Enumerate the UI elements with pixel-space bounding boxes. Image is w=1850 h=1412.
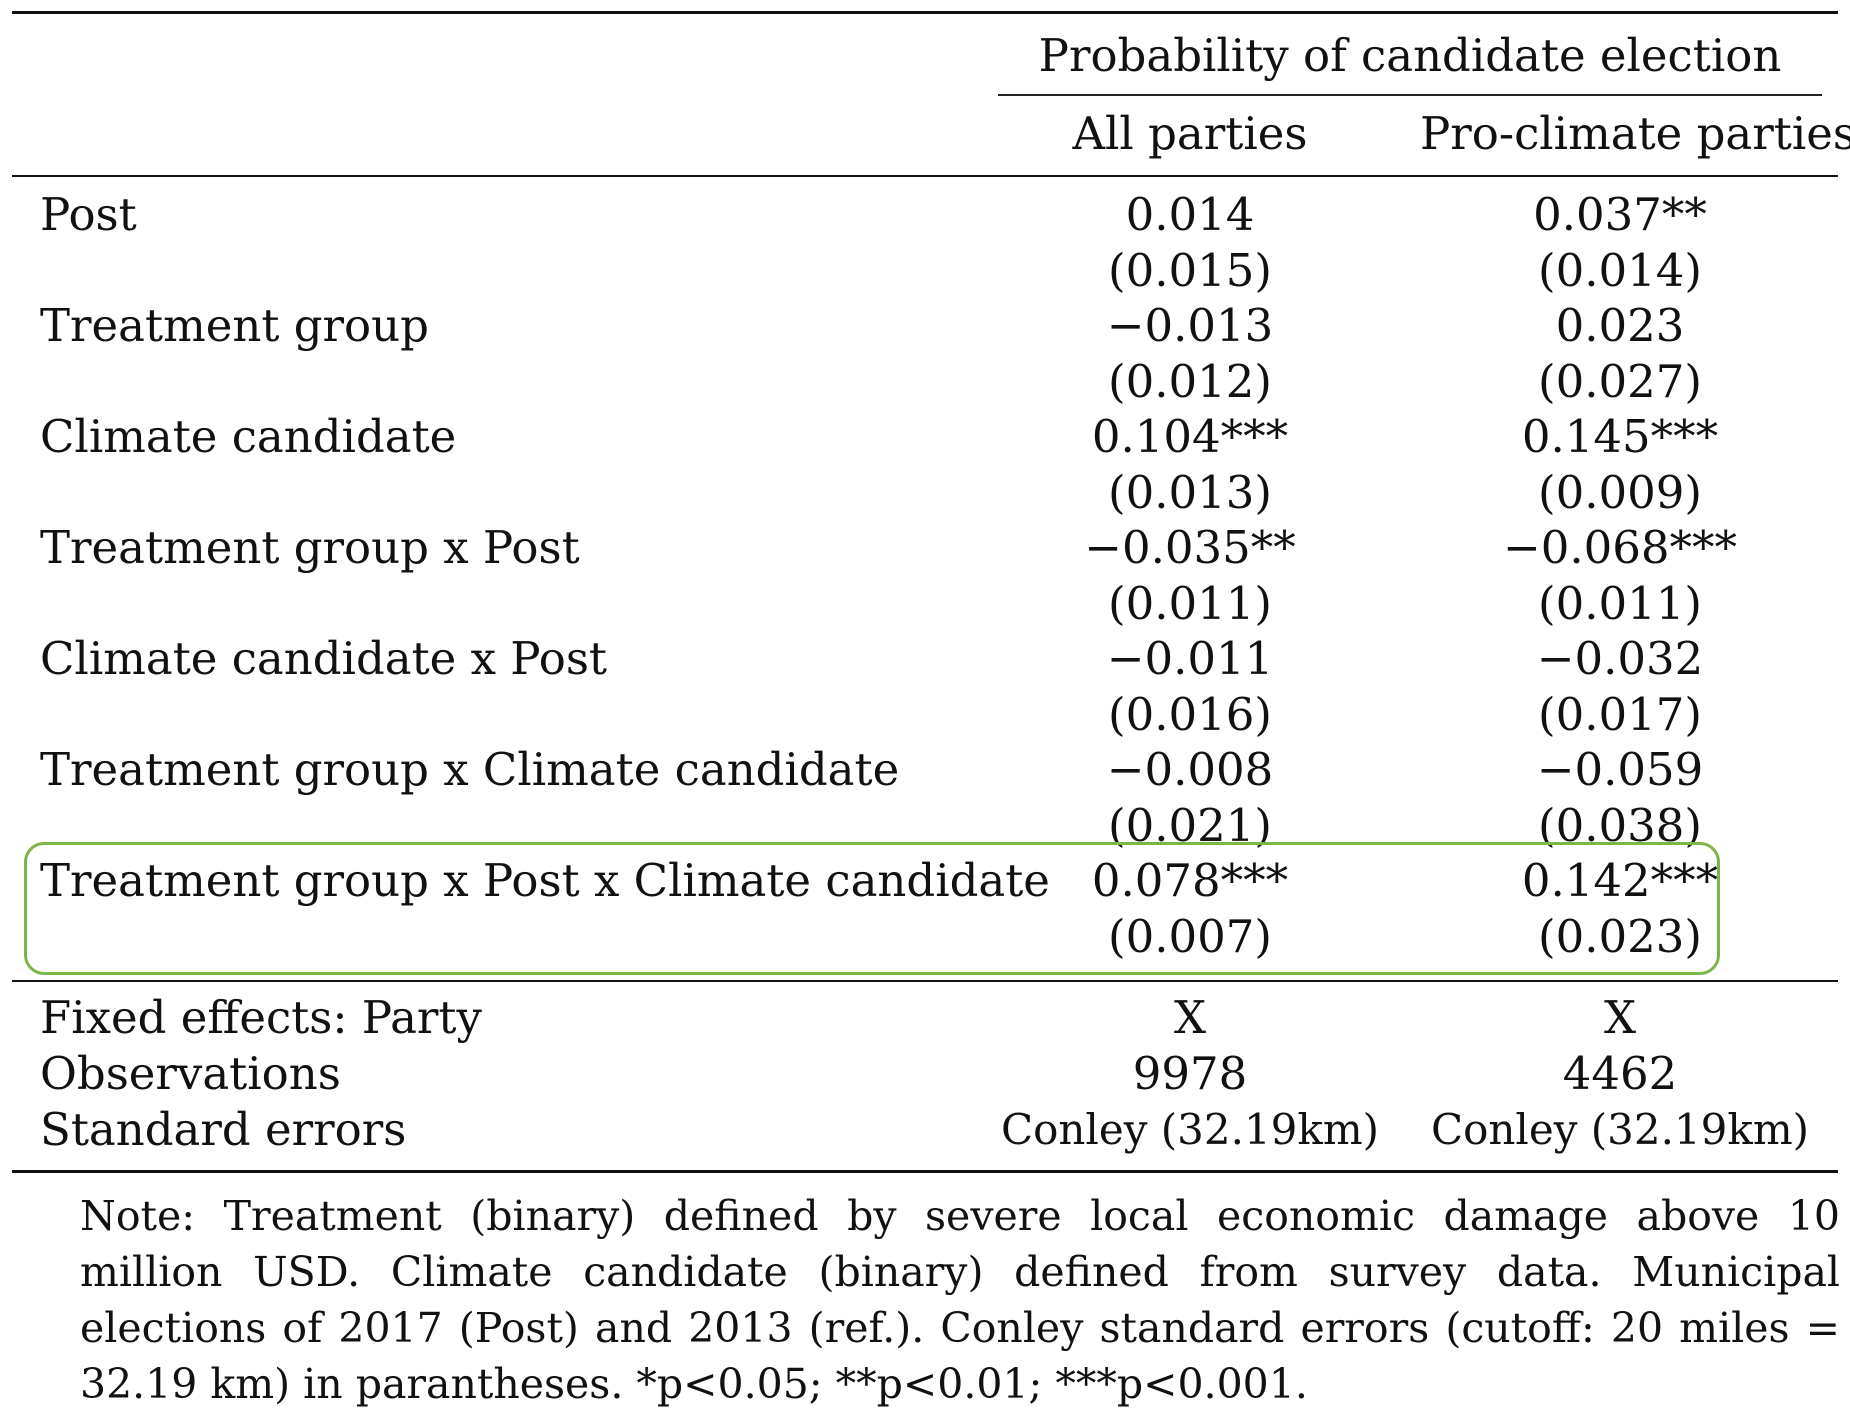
std-error: (0.027) (1538, 355, 1702, 408)
std-error: (0.016) (1108, 688, 1272, 741)
footer-value: Conley (32.19km) (1000, 1105, 1380, 1154)
coef-value: −0.068*** (1502, 521, 1738, 574)
row-label: Fixed effects: Party (40, 991, 482, 1044)
row-label: Climate candidate x Post (40, 632, 608, 685)
footer-value: X (1173, 991, 1207, 1044)
coef-value: 0.078*** (1091, 854, 1289, 907)
std-error: (0.007) (1108, 910, 1272, 963)
column-header-all-parties: All parties (1072, 107, 1308, 160)
coef-bottom-rule (12, 980, 1838, 982)
column-header-pro-climate: Pro-climate parties (1420, 107, 1850, 160)
coef-value: 0.037** (1533, 188, 1707, 241)
row-label: Treatment group (40, 299, 429, 352)
std-error: (0.012) (1108, 355, 1272, 408)
footer-value: 9978 (1132, 1047, 1248, 1100)
std-error: (0.015) (1108, 244, 1272, 297)
std-error: (0.017) (1538, 688, 1702, 741)
group-header: Probability of candidate election (1038, 29, 1782, 82)
row-label: Post (40, 188, 137, 241)
row-label: Treatment group x Climate candidate (40, 743, 900, 796)
coef-value: 0.104*** (1091, 410, 1289, 463)
table-note: Note: Treatment (binary) defined by seve… (80, 1192, 1840, 1408)
coef-value: −0.035** (1084, 521, 1296, 574)
row-label: Treatment group x Post (40, 521, 580, 574)
footer-value: X (1603, 991, 1637, 1044)
std-error: (0.011) (1108, 577, 1272, 630)
coef-value: 0.023 (1555, 299, 1685, 352)
std-error: (0.011) (1538, 577, 1702, 630)
std-error: (0.014) (1538, 244, 1702, 297)
row-label: Treatment group x Post x Climate candida… (40, 854, 1050, 907)
table-bottom-rule (12, 1170, 1838, 1173)
highlight-box (24, 842, 1720, 975)
coef-value: −0.032 (1536, 632, 1704, 685)
coef-value: −0.013 (1106, 299, 1274, 352)
std-error: (0.009) (1538, 466, 1702, 519)
row-label: Observations (40, 1047, 341, 1100)
footer-value: 4462 (1562, 1047, 1678, 1100)
std-error: (0.013) (1108, 466, 1272, 519)
coef-value: 0.145*** (1521, 410, 1719, 463)
header-bottom-rule (12, 175, 1838, 177)
table-top-rule (12, 11, 1838, 14)
std-error: (0.023) (1538, 910, 1702, 963)
coef-value: −0.059 (1536, 743, 1704, 796)
coef-value: −0.008 (1106, 743, 1274, 796)
row-label: Climate candidate (40, 410, 457, 463)
coef-value: 0.142*** (1521, 854, 1719, 907)
coef-value: −0.011 (1106, 632, 1274, 685)
coef-value: 0.014 (1125, 188, 1255, 241)
row-label: Standard errors (40, 1103, 407, 1156)
footer-value: Conley (32.19km) (1430, 1105, 1810, 1154)
group-header-rule (998, 94, 1822, 96)
